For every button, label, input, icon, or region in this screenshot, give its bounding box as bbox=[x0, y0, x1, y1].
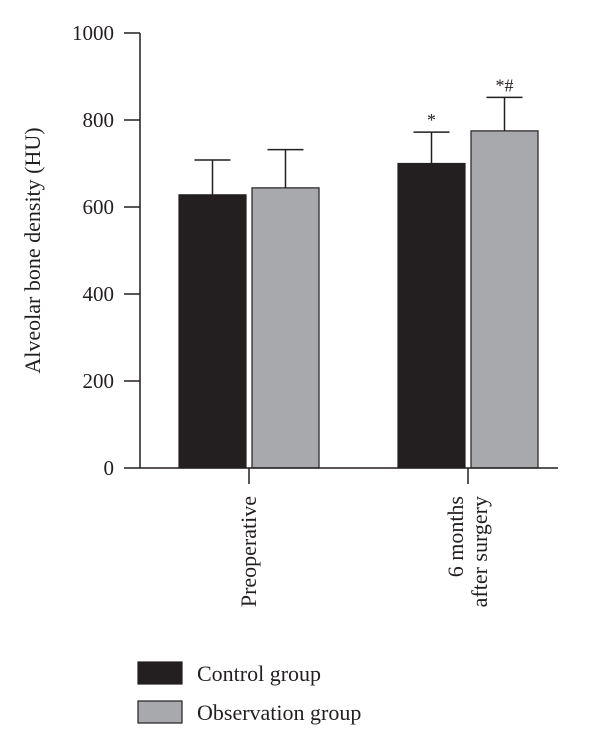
legend: Control group Observation group bbox=[137, 661, 361, 725]
y-tick-label: 600 bbox=[83, 195, 115, 219]
y-axis: 0 200 400 600 800 1000 bbox=[72, 21, 141, 480]
y-tick-label: 200 bbox=[83, 369, 115, 393]
significance-mark: *# bbox=[496, 75, 514, 95]
bar bbox=[470, 130, 539, 469]
y-tick-label: 800 bbox=[83, 108, 115, 132]
y-tick-label: 400 bbox=[83, 282, 115, 306]
y-tick-label: 1000 bbox=[72, 21, 114, 45]
legend-swatch bbox=[137, 661, 183, 685]
bar bbox=[251, 187, 320, 469]
bar bbox=[178, 194, 247, 469]
legend-swatch bbox=[137, 700, 183, 724]
bars: * *# bbox=[178, 75, 539, 469]
legend-label: Observation group bbox=[197, 700, 361, 725]
y-axis-title: Alveolar bone density (HU) bbox=[20, 127, 45, 373]
y-tick-label: 0 bbox=[104, 456, 115, 480]
significance-mark: * bbox=[427, 110, 436, 130]
x-category-label: after surgery bbox=[467, 496, 492, 607]
bar bbox=[397, 162, 466, 469]
legend-label: Control group bbox=[197, 661, 321, 686]
x-axis: Preoperative 6 months after surgery bbox=[140, 467, 558, 607]
x-category-label: 6 months bbox=[443, 496, 468, 577]
x-category-label: Preoperative bbox=[236, 496, 261, 607]
